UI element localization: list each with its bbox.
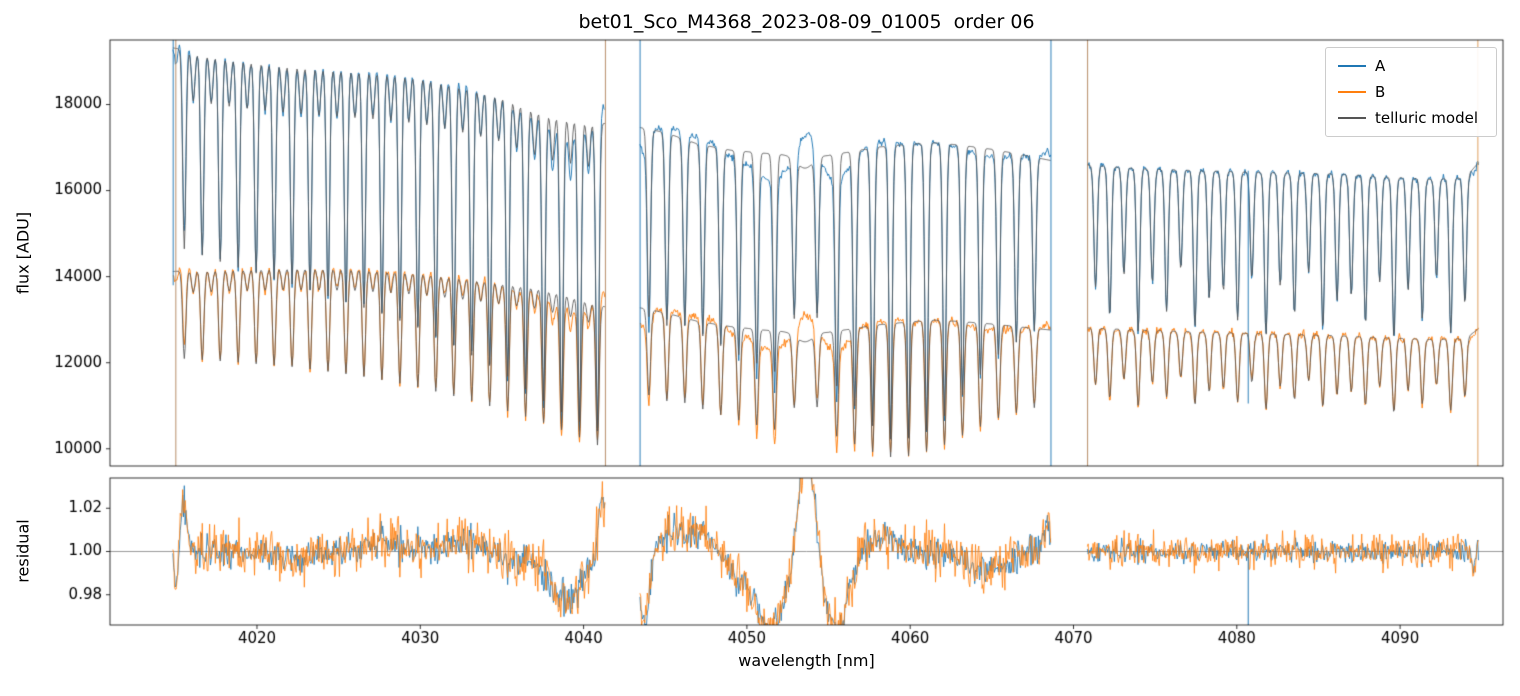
legend-line-sample-a-icon [1338,65,1366,67]
legend-item-a: A [1338,57,1496,75]
flux-axis-label: flux [ADU] [13,211,33,295]
legend: A B telluric model [1325,47,1497,137]
legend-item-b: B [1338,83,1496,101]
plot-title: bet01_Sco_M4368_2023-08-09_01005 order 0… [578,11,1035,33]
legend-item-telluric-model: telluric model [1338,109,1496,127]
legend-label-b: B [1375,83,1386,101]
legend-label-a: A [1375,57,1386,75]
legend-line-sample-telluric-icon [1338,117,1366,119]
legend-line-sample-b-icon [1338,91,1366,93]
residual-axis-label: residual [13,519,33,583]
legend-label-telluric: telluric model [1375,109,1479,127]
wavelength-axis-label: wavelength [nm] [738,651,875,670]
